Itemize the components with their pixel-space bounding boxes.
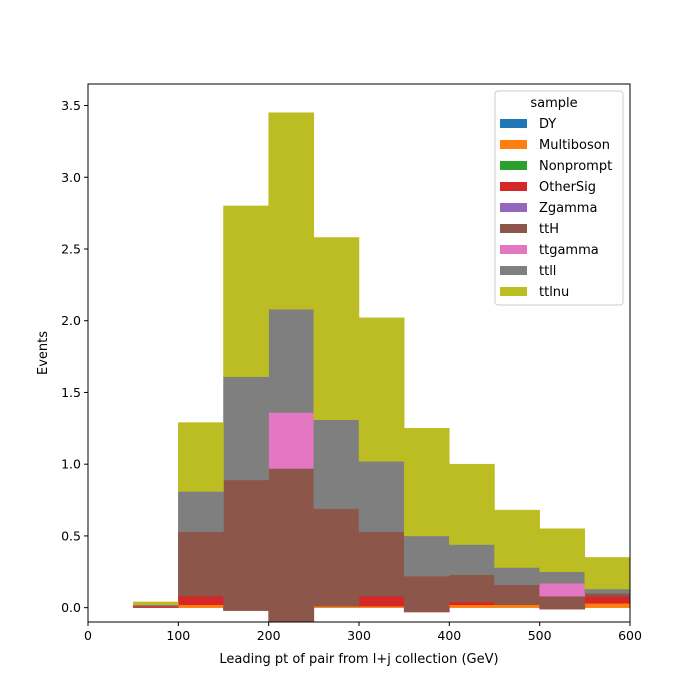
x-tick-label: 0 [84,628,92,643]
bars-layer [132,112,630,622]
y-axis-ticks: 0.0 0.5 1.0 1.5 2.0 2.5 3.0 3.5 [61,98,88,615]
bar-ttll-bin-3 [268,308,315,413]
legend-label-tth: ttH [539,222,559,237]
bar-ttll-bin-4 [313,419,360,509]
legend-swatch-ttlnu [500,287,527,296]
bar-tth-bin-7 [449,574,495,603]
legend-swatch-dy [500,119,527,128]
x-tick-label: 300 [347,628,371,643]
y-tick-label: 0.0 [61,600,81,615]
bar-ttll-bin-7 [449,544,495,575]
bar-ttll-bin-9 [539,571,586,584]
bar-tth-bin-6 [403,575,450,613]
x-axis-label: Leading pt of pair from l+j collection (… [219,652,498,667]
bar-ttlnu-bin-1 [178,422,224,492]
bar-othersig-bin-1 [178,595,224,606]
legend-title: sample [530,96,577,111]
x-tick-label: 100 [166,628,190,643]
bar-ttlnu-bin-6 [403,428,450,537]
bar-ttll-bin-5 [358,461,405,532]
legend-swatch-tth [500,224,527,233]
bar-othersig-bin-10 [584,595,630,604]
bar-tth-bin-10 [584,593,630,597]
bar-othersig-bin-5 [358,595,405,607]
y-tick-label: 1.0 [61,457,81,472]
x-tick-label: 400 [437,628,461,643]
bar-ttll-bin-2 [223,376,269,481]
bar-othersig-bin-7 [449,601,495,606]
bar-tth-bin-4 [313,508,360,607]
y-tick-label: 0.5 [61,528,81,543]
bar-ttll-bin-6 [403,535,450,577]
y-tick-label: 1.5 [61,385,81,400]
bar-ttgamma-bin-3 [268,412,315,469]
y-tick-label: 2.5 [61,241,81,256]
bar-ttll-bin-1 [178,491,224,532]
bar-ttlnu-bin-8 [494,509,540,568]
legend-label-zgamma: Zgamma [539,201,597,216]
bar-tth-bin-8 [494,584,540,606]
bar-multiboson-bin-10 [584,603,630,608]
legend-label-nonprompt: Nonprompt [539,159,612,174]
y-axis-label: Events [36,331,51,375]
bar-ttlnu-bin-5 [358,317,405,462]
bar-tth-bin-5 [358,531,405,597]
legend-swatch-ttgamma [500,245,527,254]
bar-ttlnu-bin-0 [132,601,179,606]
y-tick-label: 3.5 [61,98,81,113]
bar-ttll-bin-10 [584,588,630,594]
bar-tth-bin-2 [223,479,269,611]
bar-ttlnu-bin-3 [268,112,315,310]
bar-ttlnu-bin-7 [449,463,495,545]
x-axis-ticks: 0 100 200 300 400 500 600 [84,622,642,643]
legend-swatch-othersig [500,182,527,191]
legend: sample DY Multiboson Nonprompt OtherSig Zgamm… [494,90,624,306]
bar-ttlnu-bin-2 [223,205,269,377]
y-tick-label: 2.0 [61,313,81,328]
bar-multiboson-bin-8 [494,604,540,608]
bar-ttlnu-bin-9 [539,528,586,573]
legend-label-ttgamma: ttgamma [539,243,599,258]
x-tick-label: 200 [257,628,281,643]
bar-tth-bin-3 [268,468,315,622]
legend-label-ttll: ttll [539,264,556,279]
bar-ttll-bin-8 [494,567,540,585]
bar-ttgamma-bin-9 [539,583,586,597]
bar-ttlnu-bin-10 [584,557,630,590]
legend-swatch-multiboson [500,140,527,149]
legend-label-othersig: OtherSig [539,180,596,195]
bar-tth-bin-9 [539,595,586,610]
legend-swatch-nonprompt [500,161,527,170]
x-tick-label: 500 [528,628,552,643]
legend-label-dy: DY [539,117,556,132]
y-tick-label: 3.0 [61,170,81,185]
x-tick-label: 600 [618,628,642,643]
legend-swatch-zgamma [500,203,527,212]
legend-label-multiboson: Multiboson [539,138,610,153]
bar-tth-bin-1 [178,531,224,597]
bar-multiboson-bin-1 [178,604,224,608]
legend-label-ttlnu: ttlnu [539,285,569,300]
bar-ttlnu-bin-4 [313,237,360,420]
bar-multiboson-bin-7 [449,604,495,608]
legend-swatch-ttll [500,266,527,275]
